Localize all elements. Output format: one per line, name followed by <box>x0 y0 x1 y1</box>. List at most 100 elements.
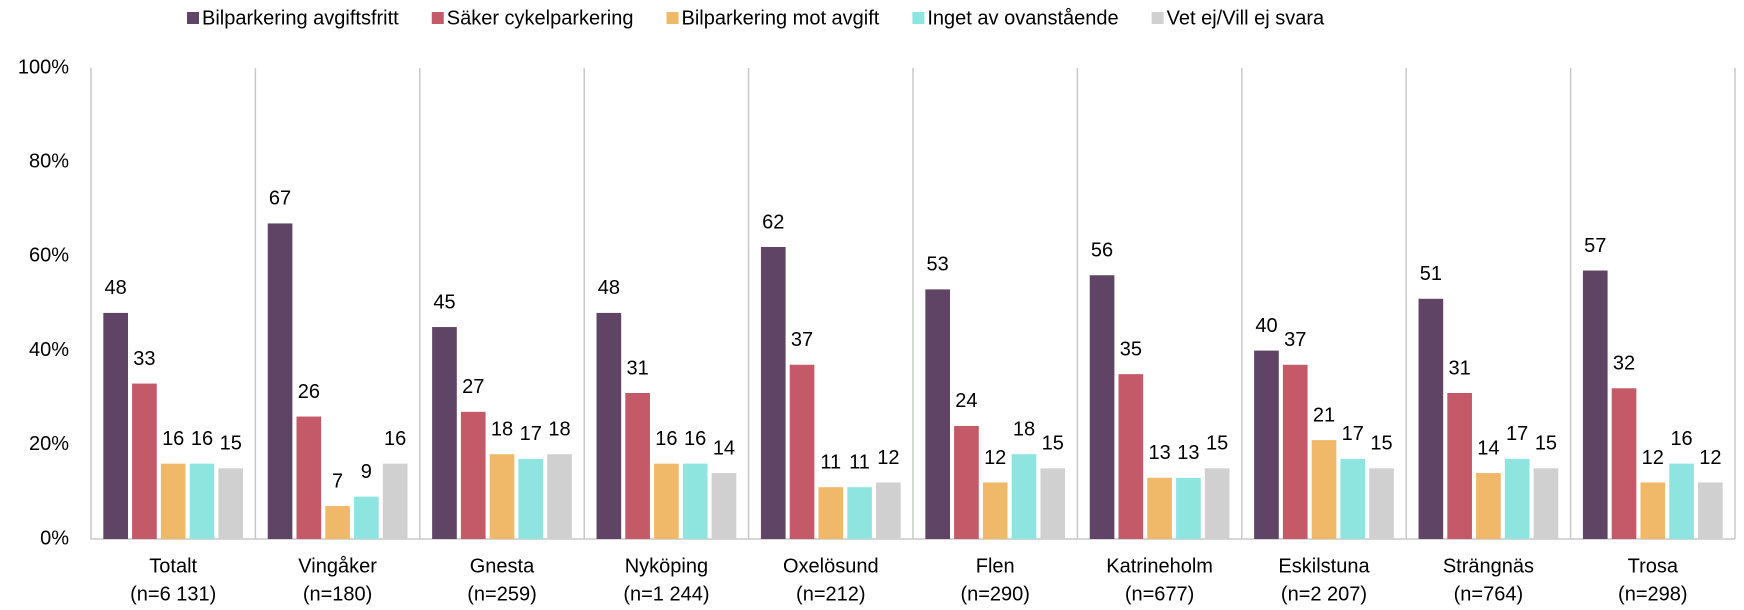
value-label: 51 <box>1420 263 1442 285</box>
bar <box>954 425 979 539</box>
value-label: 14 <box>1477 437 1499 459</box>
bar <box>432 327 457 539</box>
value-label: 17 <box>520 423 542 445</box>
value-label: 9 <box>361 461 372 483</box>
value-label: 13 <box>1148 442 1170 464</box>
x-tick-label: (n=259) <box>467 583 537 605</box>
value-label: 26 <box>298 381 320 403</box>
legend-label: Bilparkering mot avgift <box>682 7 880 29</box>
value-label: 45 <box>433 291 455 313</box>
x-tick-label: Nyköping <box>625 555 708 577</box>
legend-swatch <box>187 12 199 24</box>
bar <box>382 463 408 539</box>
bar <box>847 487 872 539</box>
bar <box>1147 477 1172 539</box>
value-label: 15 <box>1535 433 1557 455</box>
bar <box>218 468 244 539</box>
value-label: 15 <box>220 433 242 455</box>
bar <box>1340 458 1366 539</box>
y-tick-label: 40% <box>29 339 69 361</box>
bar <box>1611 388 1637 539</box>
value-label: 31 <box>627 357 649 379</box>
bar <box>325 506 350 539</box>
x-tick-label: Totalt <box>149 555 197 577</box>
bar <box>596 312 622 539</box>
x-tick-label: (n=290) <box>960 583 1030 605</box>
value-label: 53 <box>927 254 949 276</box>
bar <box>1669 463 1694 539</box>
value-label: 57 <box>1584 235 1606 257</box>
value-label: 18 <box>491 419 513 441</box>
value-label: 12 <box>1699 447 1721 469</box>
y-tick-label: 80% <box>29 150 69 172</box>
bar <box>518 458 544 539</box>
x-tick-label: Gnesta <box>470 555 535 577</box>
y-tick-label: 20% <box>29 433 69 455</box>
value-label: 24 <box>955 390 977 412</box>
bar <box>547 454 572 539</box>
bar <box>489 454 515 539</box>
value-label: 62 <box>762 211 784 233</box>
bar <box>1282 364 1308 539</box>
value-label: 17 <box>1506 423 1528 445</box>
value-label: 16 <box>1670 428 1692 450</box>
bar <box>1254 350 1279 539</box>
value-label: 16 <box>684 428 706 450</box>
x-tick-label: (n=6 131) <box>130 583 216 605</box>
bar <box>1369 468 1394 539</box>
value-label: 32 <box>1613 353 1635 375</box>
value-label: 12 <box>984 447 1006 469</box>
value-label: 37 <box>791 329 813 351</box>
bar <box>818 487 844 539</box>
bar <box>189 463 215 539</box>
bar <box>160 463 186 539</box>
bar <box>711 473 737 539</box>
value-label: 12 <box>1642 447 1664 469</box>
bar <box>1176 477 1201 539</box>
x-tick-label: (n=764) <box>1454 583 1524 605</box>
value-label: 15 <box>1042 433 1064 455</box>
value-label: 31 <box>1449 357 1471 379</box>
value-label: 18 <box>548 419 570 441</box>
bar <box>925 289 950 539</box>
x-tick-label: Flen <box>976 555 1015 577</box>
bar <box>1011 454 1037 539</box>
bar <box>103 312 128 539</box>
legend-label: Inget av ovanstående <box>927 7 1118 29</box>
x-tick-label: (n=298) <box>1618 583 1688 605</box>
bar <box>1582 270 1608 539</box>
value-label: 37 <box>1284 329 1306 351</box>
value-label: 16 <box>655 428 677 450</box>
bar <box>1311 440 1337 539</box>
value-label: 27 <box>462 376 484 398</box>
value-label: 12 <box>877 447 899 469</box>
bar <box>1698 482 1723 539</box>
value-label: 16 <box>191 428 213 450</box>
value-label: 16 <box>162 428 184 450</box>
legend-label: Vet ej/Vill ej svara <box>1167 7 1325 29</box>
bar <box>1089 275 1115 539</box>
x-tick-label: (n=212) <box>796 583 866 605</box>
value-label: 17 <box>1342 423 1364 445</box>
value-label: 35 <box>1120 338 1142 360</box>
value-label: 48 <box>105 277 127 299</box>
legend-swatch <box>431 12 444 24</box>
legend-swatch <box>912 12 925 24</box>
value-label: 18 <box>1013 419 1035 441</box>
bar <box>267 223 293 539</box>
x-tick-label: (n=2 207) <box>1281 583 1367 605</box>
bar <box>296 416 322 539</box>
x-tick-label: Strängnäs <box>1443 555 1534 577</box>
bar <box>1640 482 1666 539</box>
bar <box>1204 468 1230 539</box>
x-tick-label: (n=677) <box>1125 583 1195 605</box>
bar <box>1447 392 1472 539</box>
value-label: 14 <box>713 437 735 459</box>
bar <box>1533 468 1559 539</box>
bar <box>654 463 679 539</box>
legend-swatch <box>1151 12 1164 24</box>
value-label: 13 <box>1177 442 1199 464</box>
x-tick-label: Trosa <box>1628 555 1679 577</box>
bar <box>789 364 815 539</box>
